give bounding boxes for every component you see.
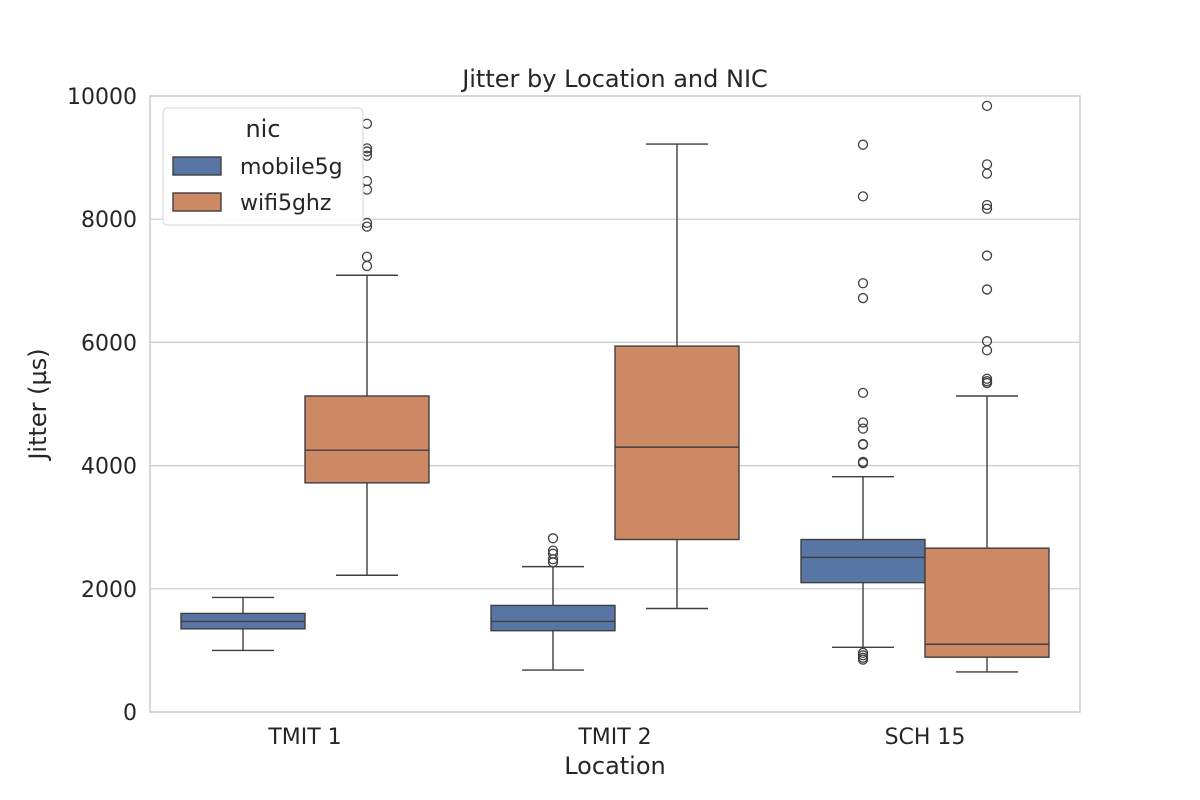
box-group-wifi5ghz	[924, 100, 1050, 673]
x-tick-label: SCH 15	[885, 725, 966, 750]
box-group-wifi5ghz	[614, 143, 740, 610]
y-tick-label: 10000	[67, 85, 137, 110]
y-axis-ticks: 0 2000 4000 6000 8000 10000	[67, 85, 137, 726]
box-rect	[924, 547, 1050, 658]
x-axis-ticks: TMIT 1 TMIT 2 SCH 15	[267, 725, 965, 750]
outlier-point	[857, 647, 869, 659]
legend: nic mobile5g wifi5ghz	[162, 107, 364, 226]
outlier-point	[547, 548, 559, 559]
outlier-point	[361, 118, 373, 129]
y-tick-label: 8000	[81, 208, 137, 233]
legend-label: wifi5ghz	[240, 191, 331, 216]
outlier-point	[361, 184, 373, 195]
outlier-point	[981, 203, 993, 214]
box-rect	[490, 604, 616, 632]
outlier-point	[857, 438, 869, 450]
legend-items: mobile5g wifi5ghz	[172, 155, 343, 216]
outlier-point	[547, 533, 559, 544]
outlier-point	[981, 284, 993, 295]
y-axis-label: Jitter (µs)	[24, 348, 52, 461]
outlier-point	[981, 345, 993, 356]
y-tick-label: 0	[123, 701, 137, 726]
x-tick-label: TMIT 1	[267, 725, 341, 750]
plot-frame	[149, 95, 1081, 713]
box-rect	[304, 395, 430, 484]
outlier-point	[981, 159, 993, 170]
outlier-point	[857, 139, 869, 150]
chart-title: Jitter by Location and NIC	[460, 65, 768, 93]
box-group-mobile5g	[490, 533, 616, 671]
box-rect	[614, 345, 740, 541]
outlier-point	[547, 545, 559, 556]
legend-label: mobile5g	[240, 155, 343, 180]
outlier-point	[981, 250, 993, 261]
plot-area	[180, 100, 1050, 673]
box-group-mobile5g	[800, 139, 926, 665]
x-tick-label: TMIT 2	[577, 725, 651, 750]
outlier-point	[361, 260, 373, 272]
outlier-point	[857, 387, 869, 399]
box-group-mobile5g	[180, 596, 306, 652]
x-axis-label: Location	[564, 752, 666, 780]
outlier-point	[981, 373, 993, 384]
legend-swatch	[172, 156, 222, 176]
outlier-point	[857, 423, 869, 434]
y-tick-label: 2000	[81, 578, 137, 603]
outlier-point	[981, 168, 993, 179]
outlier-point	[361, 251, 373, 262]
outlier-point	[361, 221, 373, 232]
outlier-point	[361, 175, 373, 187]
outlier-point	[857, 191, 869, 202]
box-group-wifi5ghz	[304, 118, 430, 576]
box-rect	[800, 538, 926, 584]
outlier-point	[857, 456, 869, 468]
y-tick-label: 6000	[81, 331, 137, 356]
outlier-point	[981, 336, 993, 347]
y-tick-label: 4000	[81, 455, 137, 480]
outlier-point	[857, 278, 869, 289]
outlier-point	[981, 199, 993, 211]
outlier-point	[981, 100, 993, 112]
legend-title: nic	[245, 115, 280, 143]
outlier-point	[857, 417, 869, 428]
legend-swatch	[172, 192, 222, 212]
outlier-point	[857, 292, 869, 304]
